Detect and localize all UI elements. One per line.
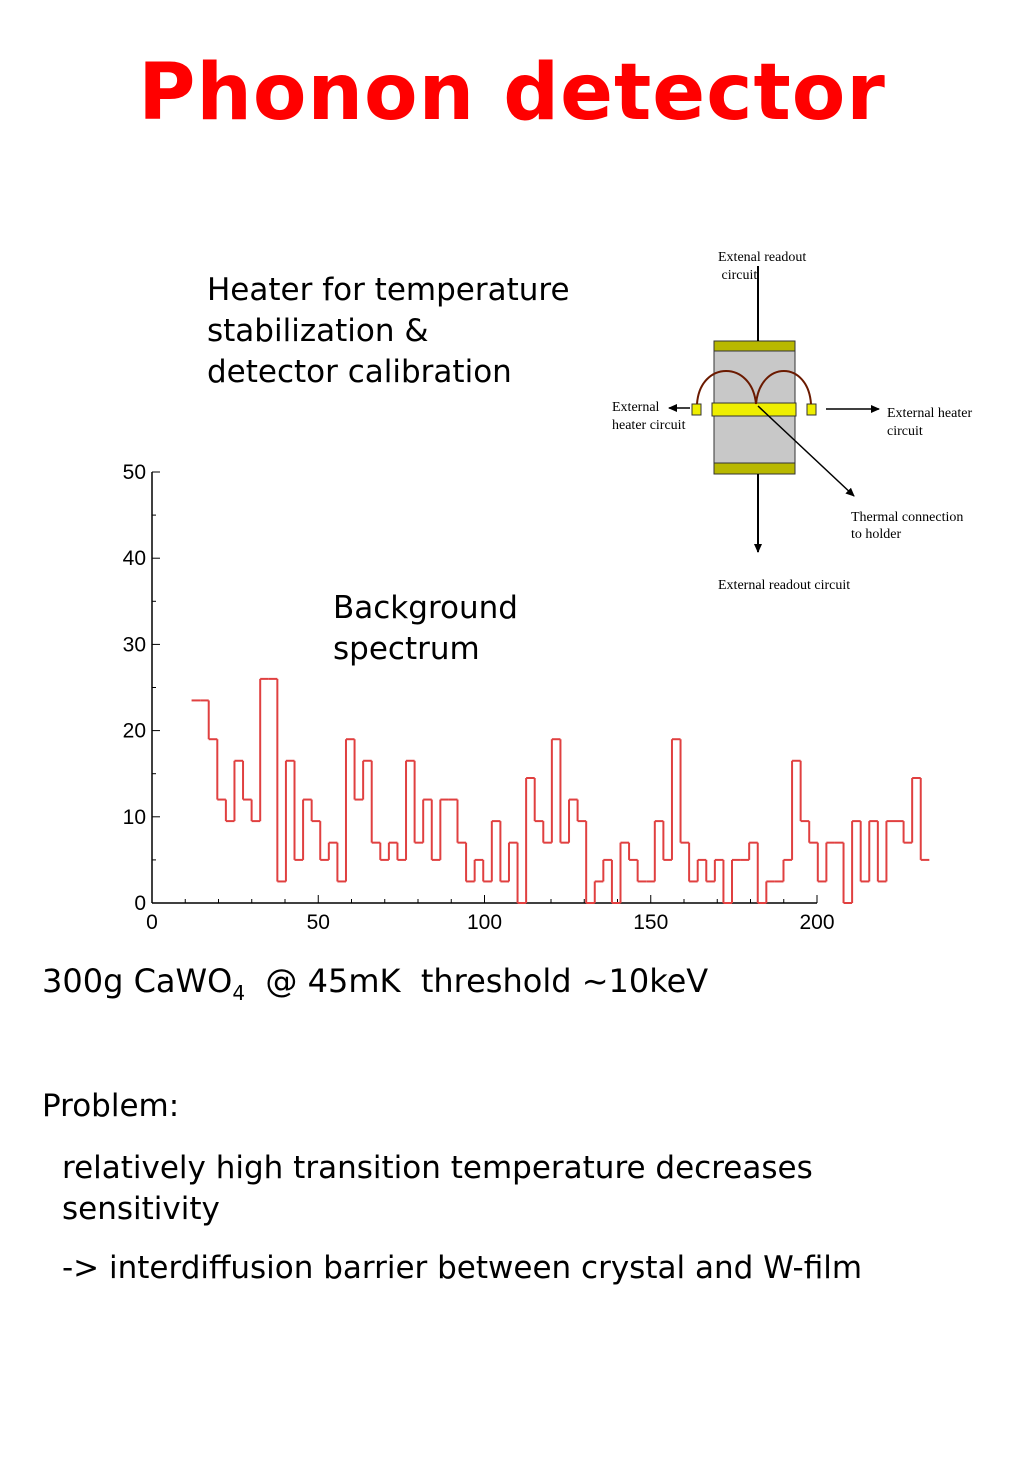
x-tick-label: 0 bbox=[146, 911, 158, 934]
y-tick-label: 30 bbox=[123, 633, 146, 656]
background-caption: Background spectrum bbox=[333, 588, 518, 670]
heater-pad-left bbox=[691, 403, 702, 416]
sample-prefix: 300g CaWO bbox=[42, 962, 233, 1000]
y-tick-label: 50 bbox=[123, 461, 146, 484]
thermal-label: to holder bbox=[851, 527, 901, 542]
heater-right-label: circuit bbox=[887, 424, 923, 439]
slide-title: Phonon detector bbox=[138, 48, 886, 138]
x-tick-label: 100 bbox=[467, 911, 502, 934]
bond-wire-right bbox=[755, 370, 812, 405]
thermal-label: Thermal connection bbox=[851, 510, 963, 525]
readout-bottom-label: External readout circuit bbox=[718, 578, 850, 593]
problem-point: -> interdiffusion barrier between crysta… bbox=[62, 1250, 863, 1286]
heater-caption-line: Heater for temperature bbox=[207, 272, 570, 308]
readout-top-label: circuit bbox=[718, 268, 757, 283]
background-caption-line: Background bbox=[333, 590, 518, 626]
heater-pad-right bbox=[806, 403, 817, 416]
thermal-arrow bbox=[757, 405, 855, 497]
sample-description: 300g CaWO4 @ 45mK threshold ~10keV bbox=[42, 962, 708, 1005]
sample-suffix: @ 45mK threshold ~10keV bbox=[245, 962, 709, 1000]
heater-left-label: heater circuit bbox=[612, 418, 686, 433]
background-caption-line: spectrum bbox=[333, 631, 480, 667]
heater-caption-line: stabilization & bbox=[207, 313, 429, 349]
problem-point: relatively high transition temperature d… bbox=[62, 1150, 813, 1227]
heater-caption-line: detector calibration bbox=[207, 354, 512, 390]
y-tick-label: 10 bbox=[123, 806, 146, 829]
y-tick-label: 20 bbox=[123, 720, 146, 743]
heater-left-label: External bbox=[612, 400, 660, 415]
problem-label: Problem: bbox=[42, 1088, 180, 1124]
x-tick-label: 150 bbox=[633, 911, 668, 934]
heater-strip bbox=[711, 402, 797, 417]
bottom-film bbox=[713, 462, 796, 475]
bond-wire-left bbox=[696, 370, 757, 405]
readout-top-label: Extenal readout bbox=[718, 250, 806, 265]
x-tick-label: 200 bbox=[799, 911, 834, 934]
top-film bbox=[713, 340, 796, 352]
background-spectrum-chart: 0 10 20 30 40 50 0 50 100 150 200 bbox=[123, 461, 930, 934]
sample-subscript: 4 bbox=[232, 981, 246, 1005]
y-tick-label: 40 bbox=[123, 547, 146, 570]
heater-caption: Heater for temperature stabilization & d… bbox=[207, 270, 570, 393]
y-tick-label: 0 bbox=[134, 892, 146, 915]
heater-right-label: External heater bbox=[887, 406, 972, 421]
x-tick-label: 50 bbox=[307, 911, 330, 934]
